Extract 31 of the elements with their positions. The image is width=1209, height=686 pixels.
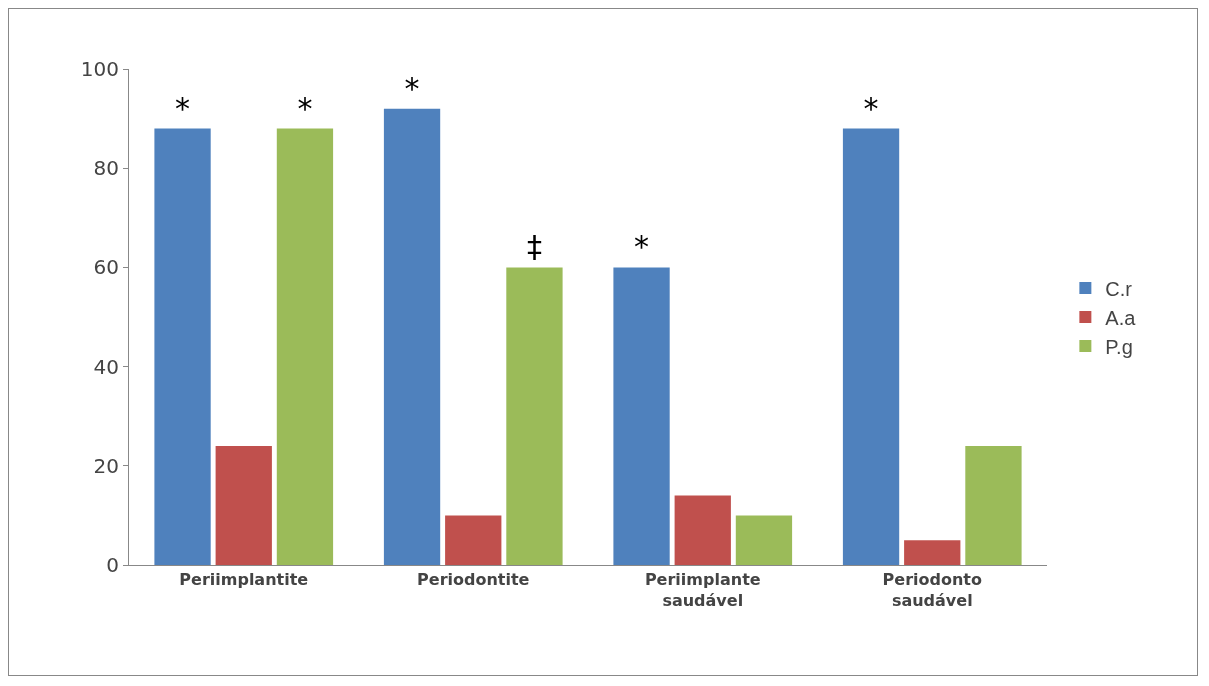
legend-label: C.r xyxy=(1105,277,1133,300)
legend-label: P.g xyxy=(1105,335,1133,358)
y-tick-label: 20 xyxy=(93,453,119,478)
bar xyxy=(276,128,334,565)
bar xyxy=(215,445,272,565)
x-tick-label: Periimplantite xyxy=(179,570,309,590)
y-tick-label: 40 xyxy=(93,354,119,379)
legend-label: A.a xyxy=(1105,306,1137,329)
y-tick-label: 100 xyxy=(80,57,119,81)
data-label: * xyxy=(634,229,650,265)
y-tick-label: 80 xyxy=(93,156,119,181)
bar xyxy=(445,515,502,565)
y-tick-label: 60 xyxy=(93,255,119,280)
x-tick-label: Periodonto saudável xyxy=(882,570,982,610)
bar xyxy=(154,128,211,565)
x-tick-label: Periodontite xyxy=(417,570,530,590)
data-label: * xyxy=(175,90,191,126)
bar xyxy=(965,445,1022,565)
bar xyxy=(904,540,961,565)
data-label: * xyxy=(404,70,420,106)
y-tick-label: 0 xyxy=(106,553,119,577)
bar xyxy=(613,267,670,565)
bar xyxy=(506,267,563,565)
data-label: ‡ xyxy=(526,229,542,265)
bar xyxy=(842,128,900,565)
x-tick-label: Periimplante saudável xyxy=(644,570,761,610)
bar xyxy=(735,515,793,565)
data-label: * xyxy=(863,90,879,126)
data-label: * xyxy=(297,90,313,126)
bar xyxy=(674,495,731,565)
bar xyxy=(383,108,441,565)
